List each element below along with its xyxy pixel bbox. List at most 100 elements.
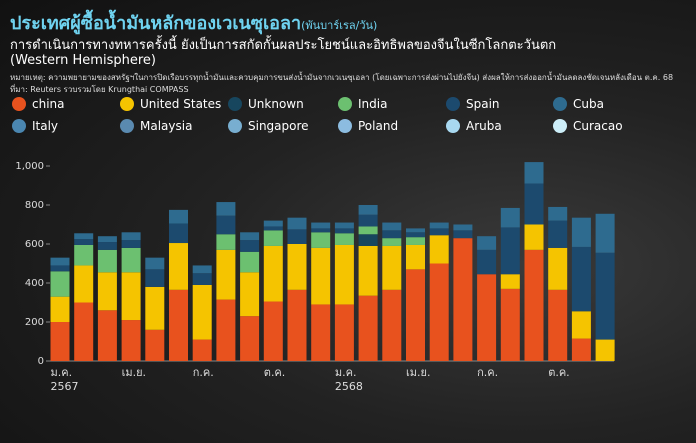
bar-segment (287, 244, 307, 290)
bar-segment (334, 222, 354, 229)
bar-segment (406, 237, 425, 245)
bar-segment (595, 339, 615, 361)
bar-segment (97, 310, 117, 361)
bar-segment (311, 232, 331, 248)
bar-segment (74, 244, 94, 266)
bar-segment (121, 320, 141, 361)
bar-segment (50, 257, 70, 266)
bar-segment (524, 249, 544, 361)
bar-segment (358, 205, 378, 215)
legend-label: china (32, 97, 65, 111)
bar-segment (263, 220, 283, 227)
unit: (พันบาร์เรล/วัน) (301, 19, 378, 32)
bar-segment (571, 246, 591, 312)
bar-segment (406, 269, 425, 361)
legend-label: Curacao (573, 119, 623, 133)
bar-segment (429, 235, 449, 264)
bar-segment (97, 272, 117, 311)
bar-segment (50, 265, 70, 272)
bar-segment (524, 183, 544, 225)
bar-segment (192, 273, 212, 285)
bar-segment (263, 301, 283, 361)
bar-segment (382, 289, 402, 361)
chart-title: ประเทศผู้ซื้อน้ำมันหลักของเวเนซุเอลา (10, 13, 302, 34)
bar-segment (74, 239, 94, 245)
legend-label: Poland (358, 119, 399, 133)
legend-swatch (446, 119, 460, 133)
legend-item: United States (120, 97, 221, 111)
bar-segment (192, 284, 212, 340)
bar-segment (453, 224, 473, 231)
legend-swatch (338, 119, 352, 133)
x-tick-label: ก.ค. (477, 366, 499, 379)
bar-segment (595, 252, 615, 340)
legend-swatch (553, 97, 567, 111)
bar-segment (169, 243, 188, 290)
bar-segment (358, 295, 378, 361)
y-tick-label: 0 (38, 356, 44, 367)
bar-segment (74, 265, 94, 303)
bar-segment (500, 207, 520, 228)
bar-segment (145, 269, 165, 287)
bar-segment (571, 311, 591, 339)
bar-segment (358, 245, 378, 296)
bar-segment (121, 247, 141, 273)
legend-label: United States (140, 97, 222, 111)
x-tick-label: ต.ค. (263, 366, 286, 379)
bar-segment (311, 247, 331, 305)
legend-swatch (12, 119, 26, 133)
legend-item: Spain (446, 97, 500, 111)
bar-segment (477, 236, 497, 250)
bar-segment (50, 271, 70, 297)
bar-segment (263, 226, 283, 231)
y-tick-label: 600 (25, 239, 44, 250)
legend-item: Singapore (228, 119, 309, 133)
bar-segment (524, 224, 544, 250)
bar-segment (240, 232, 260, 241)
x-tick-label: เม.ย. (406, 366, 431, 379)
bar-segment (595, 213, 615, 253)
legend-swatch (120, 119, 134, 133)
legend-item: Curacao (553, 119, 623, 133)
bar-segment (548, 220, 568, 248)
bar-segment (240, 316, 260, 361)
legend-item: India (338, 97, 387, 111)
bar-segment (74, 233, 94, 240)
bar-segment (382, 238, 402, 246)
y-tick-label: 200 (25, 317, 44, 328)
note: หมายเหตุ: ความพยายามของสหรัฐฯในการปิดเรื… (10, 73, 674, 82)
bar-segment (500, 274, 520, 289)
bar-segment (358, 214, 378, 227)
y-tick-label: 800 (25, 200, 44, 211)
x-tick-label: ม.ค. 2567 (50, 366, 79, 393)
bar-segment (50, 322, 70, 361)
bar-segment (263, 245, 283, 302)
bar-segment (358, 226, 378, 235)
bar-segment (571, 338, 591, 361)
bar-segment (216, 234, 236, 250)
bar-segment (548, 247, 568, 290)
x-tick-label: ก.ค. (192, 366, 214, 379)
y-tick-label: 400 (25, 278, 44, 289)
bar-segment (145, 257, 165, 270)
bar-segment (429, 228, 449, 236)
legend-swatch (228, 119, 242, 133)
source: ที่มา: Reuters รวบรวมโดย Krungthai COMPA… (10, 85, 189, 94)
bar-segment (477, 274, 497, 361)
bar-segment (240, 272, 260, 317)
legend-item: Poland (338, 119, 398, 133)
bar-segment (429, 222, 449, 229)
bar-segment (240, 251, 260, 273)
legend-swatch (553, 119, 567, 133)
bar-segment (334, 233, 354, 245)
bar-segment (287, 217, 307, 230)
bar-segment (477, 249, 497, 275)
bar-segment (240, 240, 260, 252)
bar-segment (50, 296, 70, 322)
legend-item: Cuba (553, 97, 604, 111)
bar-segment (216, 202, 236, 216)
bar-segment (263, 230, 283, 246)
legend-label: Italy (32, 119, 59, 133)
bar-segment (334, 228, 354, 234)
